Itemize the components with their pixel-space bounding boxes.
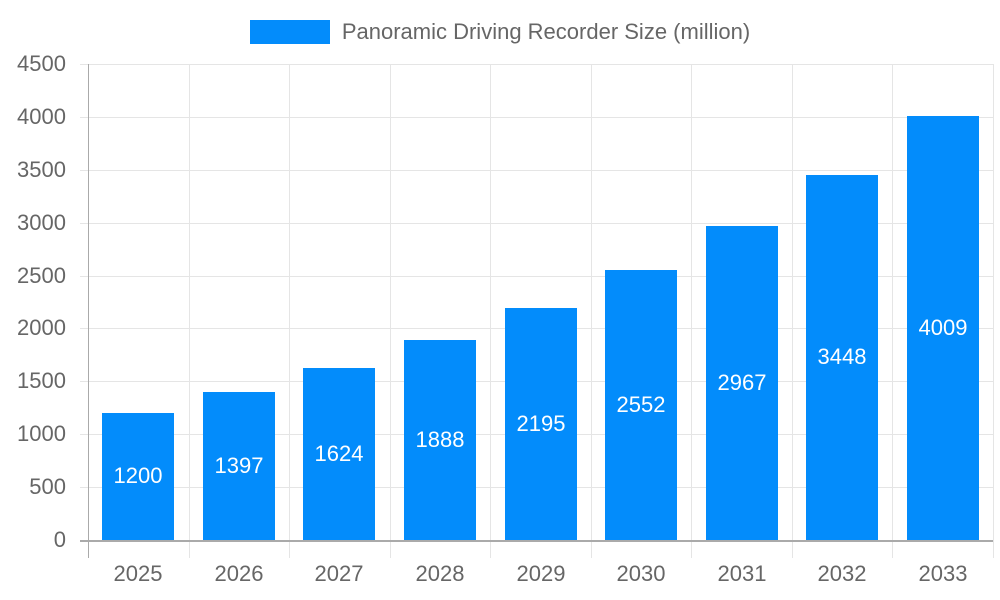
bar-value-label: 1397 [214,453,264,478]
legend-swatch[interactable] [249,20,330,44]
bar-value-label: 2967 [717,370,767,395]
gridline-vertical [993,64,994,558]
bar-value-label: 2552 [616,392,666,417]
bar-value-label: 3448 [817,344,867,369]
bar-2029[interactable]: 2195 [505,308,577,540]
y-axis-tick-label: 2000 [17,315,66,340]
y-axis-tick-label: 1500 [17,368,66,393]
bar-2026[interactable]: 1397 [203,392,275,540]
y-axis-tick-label: 500 [29,474,66,499]
gridline-horizontal [80,223,993,224]
x-axis-tick-label: 2033 [918,561,968,586]
y-axis-tick-label: 4000 [17,104,66,129]
bar-2032[interactable]: 3448 [806,175,878,540]
gridline-vertical [490,64,491,558]
bar-value-label: 4009 [918,315,968,340]
gridline-horizontal [80,276,993,277]
gridline-vertical [691,64,692,558]
bar-2031[interactable]: 2967 [706,226,778,540]
y-axis-tick-label: 0 [53,527,66,552]
gridline-vertical [189,64,190,558]
x-axis-tick-label: 2029 [516,561,566,586]
gridline-horizontal [80,64,993,65]
gridline-vertical [892,64,893,558]
gridline-horizontal [80,170,993,171]
x-axis-tick-label: 2032 [817,561,867,586]
x-axis-tick-label: 2025 [113,561,163,586]
bar-2027[interactable]: 1624 [303,368,375,540]
legend-label: Panoramic Driving Recorder Size (million… [341,19,751,44]
bar-2030[interactable]: 2552 [605,270,677,540]
bar-2025[interactable]: 1200 [102,413,174,540]
gridline-vertical [289,64,290,558]
bar-value-label: 1624 [314,441,364,466]
x-axis-tick-label: 2028 [415,561,465,586]
x-axis-tick-label: 2030 [616,561,666,586]
y-axis-tick-label: 1000 [17,421,66,446]
y-axis-tick-label: 3000 [17,210,66,235]
x-axis-tick-label: 2026 [214,561,264,586]
x-axis-tick-label: 2027 [314,561,364,586]
y-axis-tick-label: 2500 [17,263,66,288]
y-axis-line [88,64,89,558]
bar-value-label: 1200 [113,463,163,488]
gridline-vertical [792,64,793,558]
bar-value-label: 1888 [415,427,465,452]
gridline-vertical [390,64,391,558]
gridline-vertical [591,64,592,558]
bar-2028[interactable]: 1888 [404,340,476,540]
x-axis-line [80,540,993,542]
gridline-horizontal [80,117,993,118]
bar-value-label: 2195 [516,411,566,436]
legend[interactable]: Panoramic Driving Recorder Size (million… [0,19,1000,45]
y-axis-tick-label: 3500 [17,157,66,182]
bar-2033[interactable]: 4009 [907,116,979,540]
y-axis-tick-label: 4500 [17,51,66,76]
x-axis-tick-label: 2031 [717,561,767,586]
